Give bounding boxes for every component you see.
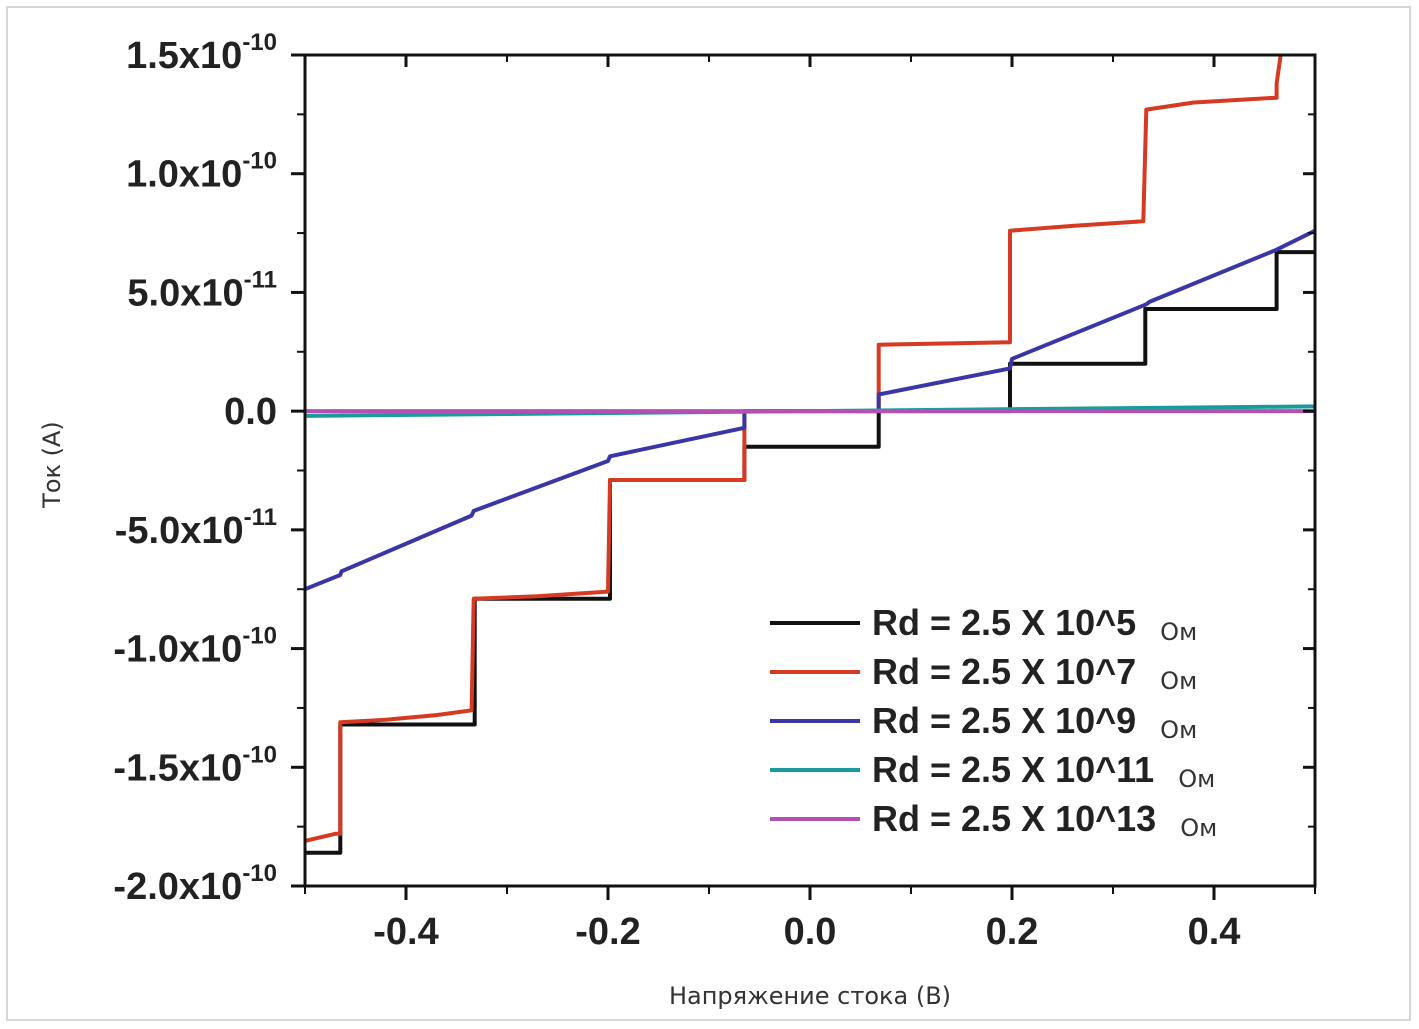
series-line bbox=[304, 54, 1283, 843]
y-tick-label: 0.0 bbox=[224, 391, 277, 433]
x-axis-title: Напряжение стока (В) bbox=[669, 982, 951, 1010]
plot-area bbox=[303, 53, 1317, 888]
legend-label: Rd = 2.5 X 10^13 bbox=[872, 798, 1156, 839]
y-tick-label: 5.0x10-11 bbox=[127, 266, 277, 314]
series-layer bbox=[304, 54, 1316, 855]
x-tick-label: 0.0 bbox=[784, 911, 837, 953]
y-tick-label: -1.5x10-10 bbox=[113, 741, 277, 789]
x-tick-label: 0.2 bbox=[986, 911, 1039, 953]
y-tick-label: -5.0x10-11 bbox=[115, 504, 277, 552]
legend-label: Rd = 2.5 X 10^7 bbox=[872, 651, 1136, 692]
y-tick-label: -2.0x10-10 bbox=[113, 860, 277, 908]
legend-label: Rd = 2.5 X 10^11 bbox=[872, 749, 1154, 790]
legend-label: Rd = 2.5 X 10^5 bbox=[872, 602, 1136, 643]
legend-unit: Ом bbox=[1160, 667, 1197, 695]
x-tick-label: -0.2 bbox=[575, 911, 640, 953]
ticks-layer: 1.5x10-10 1.0x10-10 5.0x10-11 0.0 -5.0x10-11… bbox=[113, 29, 1316, 953]
series-line bbox=[305, 250, 1315, 855]
x-tick-label: -0.4 bbox=[373, 911, 438, 953]
legend-label: Rd = 2.5 X 10^9 bbox=[872, 700, 1136, 741]
y-tick-label: -1.0x10-10 bbox=[113, 623, 277, 671]
x-tick-label: 0.4 bbox=[1188, 911, 1241, 953]
figure-frame bbox=[6, 6, 1411, 1021]
y-tick-label: 1.0x10-10 bbox=[126, 148, 277, 196]
legend-unit: Ом bbox=[1160, 618, 1197, 646]
legend-unit: Ом bbox=[1160, 716, 1197, 744]
y-tick-label: 1.5x10-10 bbox=[126, 29, 277, 77]
legend-unit: Ом bbox=[1178, 765, 1215, 793]
legend-unit: Ом bbox=[1180, 814, 1217, 842]
y-axis-title: Ток (А) bbox=[38, 421, 66, 509]
